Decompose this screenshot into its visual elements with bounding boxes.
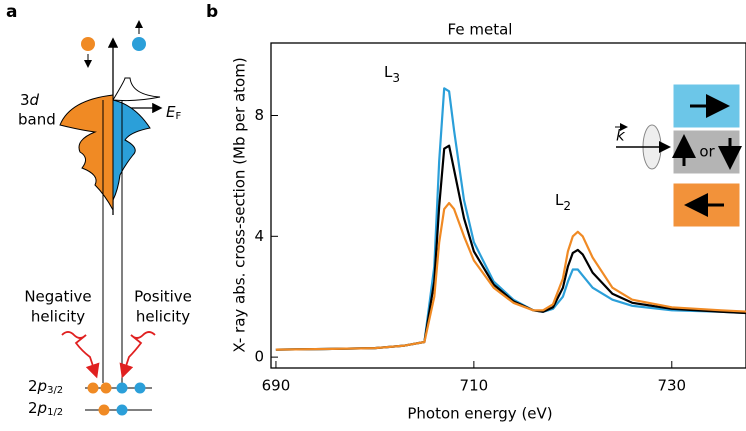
band-word: band (18, 111, 56, 129)
level-main: 2 (28, 399, 38, 417)
series-line (275, 202, 746, 351)
x-tick-label: 710 (460, 377, 489, 395)
x-tick-label: 690 (262, 377, 291, 395)
electron (98, 404, 110, 416)
level-label: 2p1/2 (28, 399, 63, 419)
y-tick-label: 0 (254, 348, 264, 366)
x-tick-label: 730 (657, 377, 686, 395)
band-orbital: d (30, 91, 40, 109)
dos-up (112, 99, 151, 201)
positive-label: helicity (136, 308, 190, 326)
electron (134, 382, 146, 394)
k-label: k (616, 127, 626, 145)
annotation: L3 (384, 63, 400, 85)
plot-frame (270, 42, 746, 369)
photon (119, 331, 156, 379)
electron (87, 382, 99, 394)
fermi-main: E (166, 103, 176, 121)
panel-label: a (6, 2, 17, 22)
legend-text: or (699, 143, 715, 161)
negative-label: Negative (24, 288, 91, 306)
annotation: L2 (555, 191, 571, 213)
photon (61, 331, 100, 379)
positive-label: Positive (134, 288, 192, 306)
spin-down-ball (81, 37, 95, 51)
electron (116, 382, 128, 394)
band-label: 3d (20, 91, 40, 109)
annotation-text: L (384, 63, 393, 81)
y-axis-label: X- ray abs. cross-section (Mb per atom) (231, 57, 249, 352)
chart-title: Fe metal (448, 21, 513, 39)
x-axis-label: Photon energy (eV) (407, 405, 552, 423)
annotation-sub: 3 (392, 71, 400, 85)
level-label: 2p3/2 (28, 377, 63, 397)
level-sub: 1/2 (47, 407, 63, 418)
level-orbital: p (37, 377, 48, 395)
electron (116, 404, 128, 416)
level-orbital: p (37, 399, 48, 417)
dos-empty (112, 77, 161, 102)
electron (100, 382, 112, 394)
diagram: a 3d band EF Negative helicity Positive … (6, 2, 192, 418)
dos-down (59, 94, 114, 211)
annotation-text: L (555, 191, 564, 209)
spin-up-ball (132, 37, 146, 51)
panel-label: b (206, 2, 218, 22)
fermi-sub: F (175, 111, 181, 122)
level-main: 2 (28, 377, 38, 395)
y-tick-label: 4 (254, 227, 264, 245)
y-tick-label: 8 (254, 106, 264, 124)
annotation-sub: 2 (563, 199, 571, 213)
negative-label: helicity (31, 308, 85, 326)
band-number: 3 (20, 91, 30, 109)
series-line (275, 144, 746, 351)
fermi-label: EF (166, 103, 181, 123)
level-sub: 3/2 (47, 385, 63, 396)
